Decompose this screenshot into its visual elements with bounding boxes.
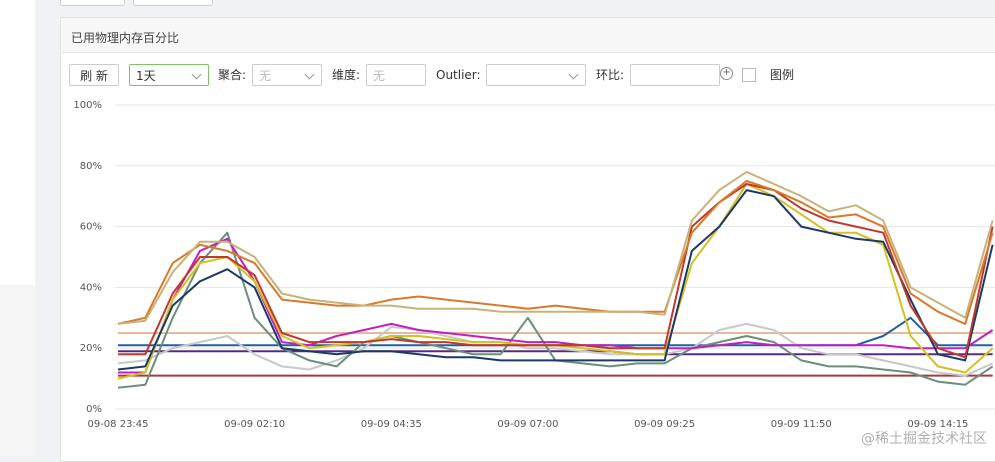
ratio-label: 环比: (596, 68, 625, 82)
top-button[interactable] (60, 0, 125, 6)
x-tick-label: 09-09 11:50 (771, 419, 832, 430)
x-tick-label: 09-09 02:10 (224, 419, 285, 430)
series-line (117, 183, 994, 380)
series-line (117, 322, 994, 377)
x-tick-label: 09-08 23:45 (87, 419, 148, 430)
legend-label: 图例 (770, 68, 795, 82)
dim-input[interactable]: 无 (366, 64, 426, 86)
panel-header: 已用物理内存百分比 (61, 18, 995, 53)
y-tick-label: 60% (80, 222, 102, 233)
legend-checkbox[interactable] (742, 68, 756, 82)
y-tick-label: 100% (73, 100, 102, 111)
y-tick-label: 80% (80, 161, 102, 172)
dim-value: 无 (373, 69, 386, 83)
series-line (117, 170, 994, 325)
agg-select[interactable]: 无 (252, 64, 322, 86)
agg-value: 无 (259, 69, 272, 83)
x-tick-label: 09-09 07:00 (497, 419, 558, 430)
series-line (117, 180, 994, 325)
dim-label: 维度: (332, 68, 361, 82)
sidebar-lower (0, 285, 35, 456)
panel: 已用物理内存百分比 刷 新 1天 聚合: 无 维度: 无 Outlier: 环比… (60, 17, 995, 462)
range-select[interactable]: 1天 (129, 64, 209, 86)
outlier-label: Outlier: (436, 68, 481, 82)
agg-label: 聚合: (218, 68, 247, 82)
top-button[interactable] (133, 0, 213, 6)
watermark: @稀土掘金技术社区 (861, 431, 987, 447)
x-tick-label: 09-09 04:35 (361, 419, 422, 430)
refresh-button[interactable]: 刷 新 (69, 64, 119, 86)
ratio-input[interactable] (630, 64, 720, 86)
chart: 0% 20% 40% 60% 80% 100% 09-08 23:45 09-09 02:10… (73, 100, 995, 430)
series-line (117, 231, 994, 389)
series-line (118, 316, 993, 347)
series-line (117, 189, 994, 371)
outlier-select[interactable] (486, 64, 586, 86)
y-tick-label: 0% (86, 404, 102, 415)
y-tick-label: 20% (80, 343, 102, 354)
add-icon[interactable]: + (720, 67, 733, 80)
panel-title: 已用物理内存百分比 (71, 31, 180, 45)
x-tick-label: 09-09 09:25 (634, 419, 695, 430)
x-tick-label: 09-09 14:15 (907, 419, 968, 430)
range-value: 1天 (136, 69, 156, 83)
y-tick-label: 40% (80, 282, 102, 293)
series-line (118, 183, 994, 359)
